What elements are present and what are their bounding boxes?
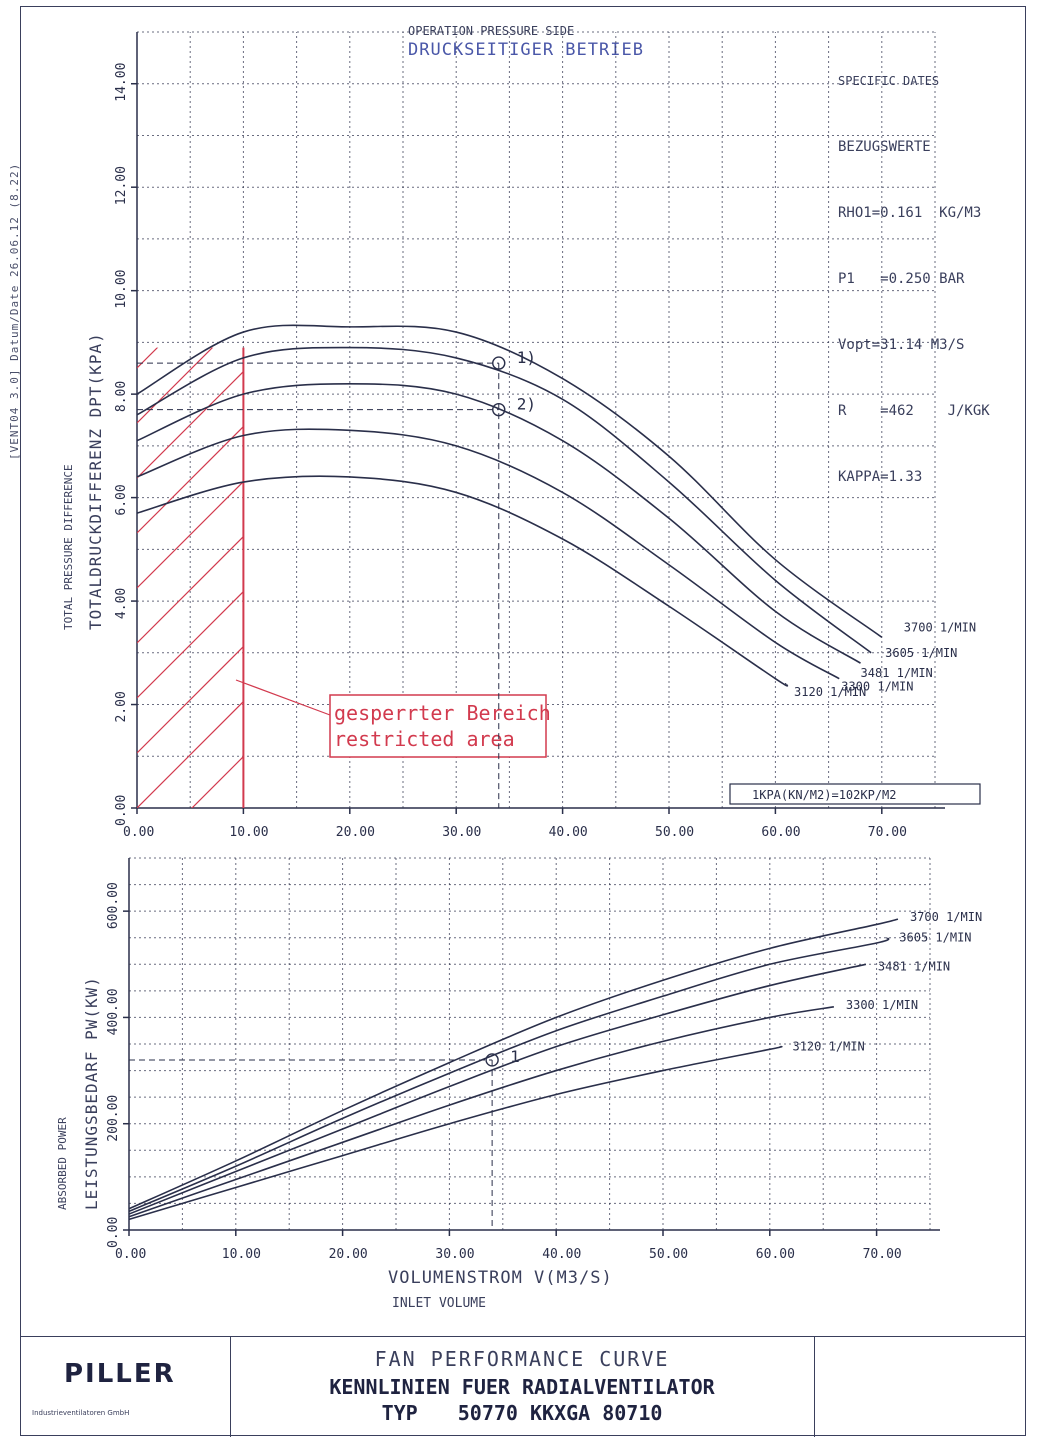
series-curve (136, 382, 861, 664)
restricted-hatch-line (137, 481, 244, 589)
drawing-title-en: FAN PERFORMANCE CURVE (374, 1347, 670, 1371)
x-tick-label: 40.00 (542, 1247, 581, 1262)
series-label: 3120 1/MIN (792, 1040, 864, 1054)
series-label: 3605 1/MIN (885, 646, 957, 660)
drawing-title-box: FAN PERFORMANCE CURVE KENNLINIEN FUER RA… (230, 1337, 815, 1437)
x-tick-label: 40.00 (549, 825, 588, 840)
type-value: 50770 KKXGA 80710 (457, 1401, 663, 1425)
x-tick-label: 50.00 (649, 1247, 688, 1262)
series-curve (136, 428, 840, 680)
restricted-hatch-line (137, 646, 244, 754)
operating-point-label: 2) (517, 395, 536, 414)
series-curve (128, 1045, 783, 1221)
x-tick-label: 60.00 (756, 1247, 795, 1262)
type-label: TYP (381, 1401, 418, 1425)
restricted-label-en: restricted area (334, 727, 515, 751)
x-tick-label: 10.00 (222, 1247, 261, 1262)
spec-row: R =462 J/KGK (838, 403, 990, 419)
restricted-hatch-line (137, 426, 244, 534)
y-tick-label: 8.00 (114, 381, 129, 412)
x-tick-label: 70.00 (863, 1247, 902, 1262)
header-title-en: OPERATION PRESSURE SIDE (408, 24, 575, 38)
unit-note: 1KPA(KN/M2)=102KP/M2 (752, 788, 897, 802)
drawing-type-line: TYP 50770 KKXGA 80710 (230, 1401, 814, 1425)
series-label: 3605 1/MIN (899, 931, 971, 945)
specific-dates-title-de: BEZUGSWERTE (838, 139, 931, 155)
spec-row: P1 =0.250 BAR (838, 271, 965, 287)
restricted-label-box (329, 694, 547, 758)
series-curve (136, 346, 872, 654)
y-tick-label: 2.00 (114, 691, 129, 722)
series-curve (128, 963, 867, 1215)
company-logo: PILLER (64, 1359, 176, 1389)
logo-box: PILLER Industrieventilatoren GmbH (20, 1337, 231, 1437)
x-tick-label: 50.00 (655, 825, 694, 840)
performance-charts: 0.00 10.00 20.00 30.00 40.00 50.00 60.00 70.000… (106, 31, 982, 1262)
series-label: 3300 1/MIN (846, 998, 918, 1012)
series-label: 3120 1/MIN (794, 685, 866, 699)
y-tick-label: 6.00 (114, 484, 129, 515)
series-curve (136, 475, 789, 687)
restricted-hatch-line (137, 591, 244, 699)
spec-row: Vopt=31.14 M3/S (838, 337, 965, 353)
series-label: 3481 1/MIN (878, 959, 950, 973)
x-tick-label: 20.00 (336, 825, 375, 840)
restricted-label-de: gesperrter Bereich (334, 701, 551, 725)
company-subtitle: Industrieventilatoren GmbH (32, 1409, 130, 1417)
spec-row: KAPPA=1.33 (838, 469, 923, 485)
restricted-label-leader (235, 679, 331, 716)
x-tick-label: 10.00 (229, 825, 268, 840)
series-label: 3481 1/MIN (861, 666, 933, 680)
y-tick-label: 10.00 (114, 270, 129, 309)
specific-values-block: SPECIFIC DATES BEZUGSWERTE RHO1=0.161 KG… (838, 26, 990, 510)
y-tick-label: 0.00 (114, 795, 129, 826)
operating-point-marker (492, 356, 506, 370)
x-tick-label: 20.00 (329, 1247, 368, 1262)
y-tick-label: 0.00 (106, 1217, 121, 1248)
x-tick-label: 0.00 (123, 825, 154, 840)
series-label: 3700 1/MIN (910, 910, 982, 924)
header-title-de: DRUCKSEITIGER BETRIEB (408, 40, 644, 60)
series-curve (136, 324, 883, 638)
y-tick-label: 600.00 (106, 882, 121, 929)
operating-point-label: 1 (510, 1047, 520, 1066)
x-tick-label: 0.00 (115, 1247, 146, 1262)
y-tick-label: 200.00 (106, 1095, 121, 1142)
x-tick-label: 70.00 (868, 825, 907, 840)
series-curve (128, 936, 890, 1213)
spec-row: RHO1=0.161 KG/M3 (838, 205, 982, 221)
series-curve (128, 1006, 835, 1218)
unit-note-box (729, 783, 981, 805)
series-curve (128, 918, 899, 1210)
series-label: 3300 1/MIN (841, 680, 913, 694)
x-tick-label: 60.00 (761, 825, 800, 840)
restricted-hatch-line (137, 867, 243, 973)
operating-point-label: 1) (517, 348, 536, 367)
title-block: PILLER Industrieventilatoren GmbH FAN PE… (20, 1336, 1026, 1437)
sheet-frame (20, 6, 1026, 1436)
y-tick-label: 400.00 (106, 988, 121, 1035)
x-tick-label: 30.00 (435, 1247, 474, 1262)
x-tick-label: 30.00 (442, 825, 481, 840)
restricted-hatch-line (137, 347, 159, 369)
restricted-hatch-line (191, 756, 244, 808)
operating-point-marker (485, 1053, 499, 1067)
restricted-hatch-line (137, 701, 244, 808)
drawing-title-de: KENNLINIEN FUER RADIALVENTILATOR (329, 1375, 715, 1399)
title-block-empty-cell (814, 1337, 1026, 1437)
y-tick-label: 14.00 (114, 63, 129, 102)
y-tick-label: 12.00 (114, 166, 129, 205)
power-xlabel-en: INLET VOLUME (392, 1296, 486, 1311)
series-label: 3700 1/MIN (904, 620, 976, 634)
restricted-hatch-line (137, 371, 244, 479)
y-tick-label: 4.00 (114, 588, 129, 619)
operating-point-marker (492, 402, 506, 417)
restricted-hatch-line (137, 536, 244, 644)
power-xlabel-de: VOLUMENSTROM V(M3/S) (388, 1268, 613, 1288)
